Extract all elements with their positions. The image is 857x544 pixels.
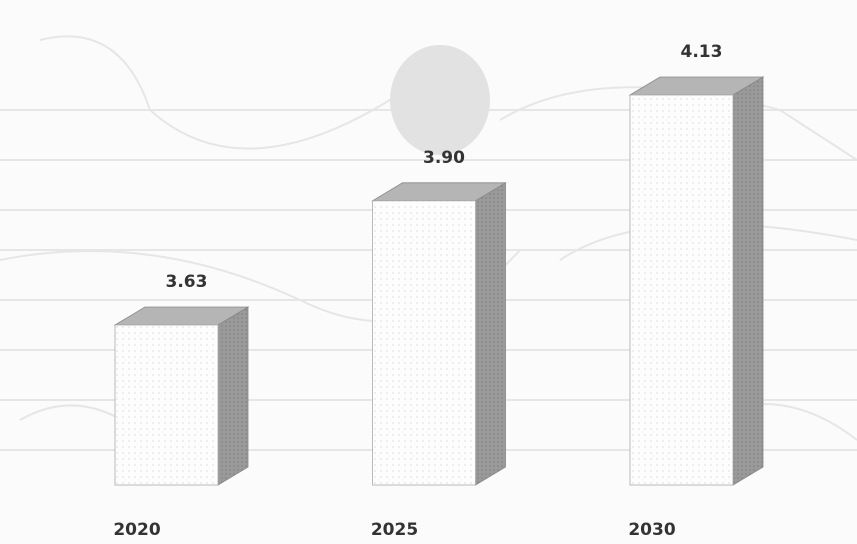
x-tick-label: 2030 [628,520,675,540]
value-label: 3.63 [166,272,208,292]
plot-area: 3.63 2020 3.90 2025 4.13 2030 [113,42,765,540]
bar [372,200,476,486]
x-tick-label: 2025 [371,520,418,540]
value-label: 4.13 [681,42,723,62]
x-tick-label: 2020 [113,520,160,540]
bar-side [217,306,249,486]
bar [629,94,734,486]
bar-side [732,76,764,486]
value-label: 3.90 [423,148,465,168]
bar-side [475,182,506,486]
bar [114,324,219,486]
